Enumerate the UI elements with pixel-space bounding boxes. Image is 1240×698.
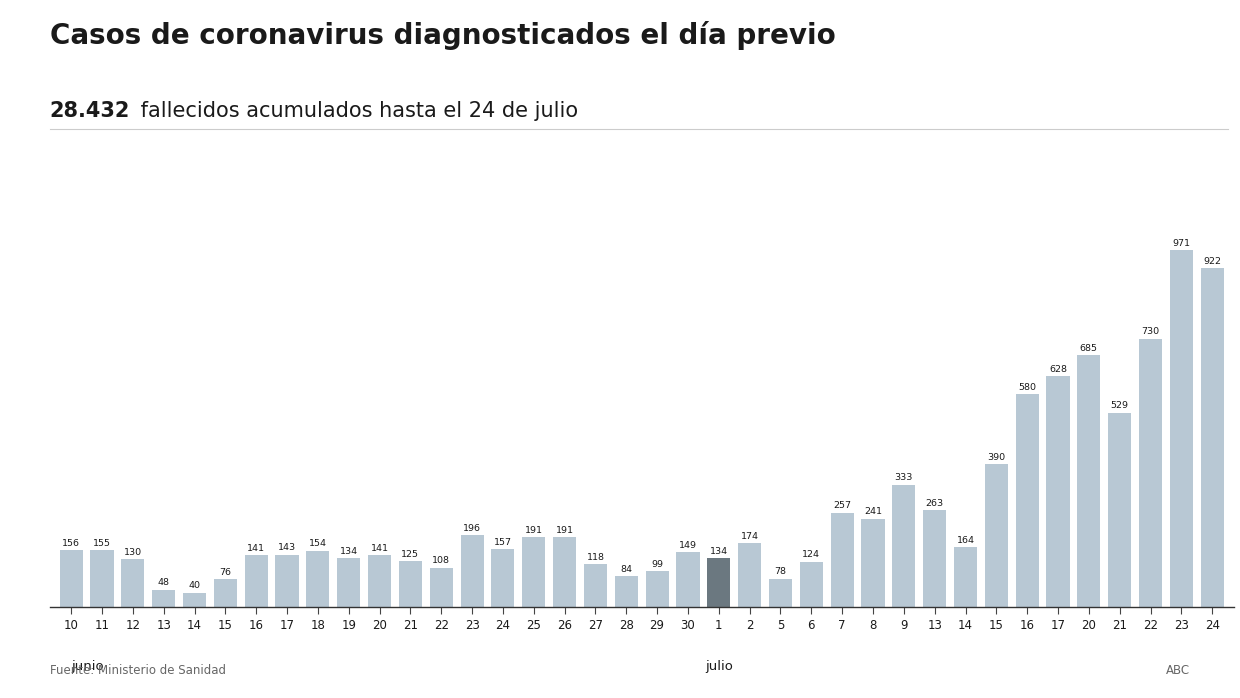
Bar: [800, 562, 823, 607]
Bar: [646, 571, 668, 607]
Bar: [831, 512, 853, 607]
Bar: [306, 551, 330, 607]
Bar: [491, 549, 515, 607]
Bar: [893, 484, 915, 607]
Text: 40: 40: [188, 581, 201, 591]
Text: 99: 99: [651, 560, 663, 569]
Bar: [213, 579, 237, 607]
Bar: [1047, 376, 1070, 607]
Text: 628: 628: [1049, 365, 1068, 374]
Text: julio: julio: [704, 660, 733, 673]
Text: 241: 241: [864, 507, 882, 517]
Text: 130: 130: [124, 548, 141, 557]
Bar: [399, 561, 422, 607]
Bar: [1109, 413, 1131, 607]
Text: 149: 149: [680, 541, 697, 550]
Bar: [553, 537, 577, 607]
Text: 191: 191: [556, 526, 574, 535]
Bar: [676, 552, 699, 607]
Text: 971: 971: [1172, 239, 1190, 248]
Text: 134: 134: [340, 547, 358, 556]
Text: 76: 76: [219, 568, 232, 577]
Bar: [584, 564, 608, 607]
Bar: [91, 550, 114, 607]
Bar: [954, 547, 977, 607]
Text: 118: 118: [587, 553, 604, 562]
Text: 174: 174: [740, 532, 759, 541]
Bar: [1016, 394, 1039, 607]
Text: 191: 191: [525, 526, 543, 535]
Bar: [460, 535, 484, 607]
Text: 257: 257: [833, 501, 851, 510]
Bar: [337, 558, 361, 607]
Text: 141: 141: [247, 544, 265, 553]
Text: 124: 124: [802, 551, 821, 559]
Text: junio: junio: [71, 660, 104, 673]
Bar: [1078, 355, 1100, 607]
Text: 685: 685: [1080, 344, 1097, 353]
Bar: [122, 559, 144, 607]
Text: 143: 143: [278, 544, 296, 552]
Bar: [769, 579, 792, 607]
Bar: [184, 593, 206, 607]
Text: 164: 164: [956, 535, 975, 544]
Text: Casos de coronavirus diagnosticados el día previo: Casos de coronavirus diagnosticados el d…: [50, 21, 836, 50]
Bar: [707, 558, 730, 607]
Text: 730: 730: [1142, 327, 1159, 336]
Text: 78: 78: [775, 567, 786, 577]
Bar: [1169, 250, 1193, 607]
Text: 922: 922: [1203, 257, 1221, 266]
Text: 134: 134: [709, 547, 728, 556]
Bar: [430, 567, 453, 607]
Text: 108: 108: [433, 556, 450, 565]
Bar: [153, 590, 175, 607]
Text: 141: 141: [371, 544, 388, 553]
Bar: [275, 555, 299, 607]
Bar: [368, 556, 391, 607]
Bar: [862, 519, 884, 607]
Text: 156: 156: [62, 539, 81, 548]
Bar: [522, 537, 546, 607]
Text: ABC: ABC: [1167, 664, 1190, 677]
Text: 48: 48: [157, 579, 170, 588]
Text: 154: 154: [309, 540, 327, 549]
Text: Fuente: Ministerio de Sanidad: Fuente: Ministerio de Sanidad: [50, 664, 226, 677]
Bar: [985, 463, 1008, 607]
Text: 157: 157: [494, 538, 512, 547]
Bar: [1200, 268, 1224, 607]
Bar: [244, 556, 268, 607]
Bar: [60, 550, 83, 607]
Text: 333: 333: [894, 473, 913, 482]
Text: 390: 390: [987, 452, 1006, 461]
Text: 196: 196: [463, 524, 481, 533]
Text: 84: 84: [620, 565, 632, 574]
Text: 529: 529: [1111, 401, 1128, 410]
Text: 263: 263: [925, 499, 944, 508]
Text: 580: 580: [1018, 383, 1037, 392]
Bar: [1140, 339, 1162, 607]
Text: 28.432: 28.432: [50, 101, 130, 121]
Bar: [923, 510, 946, 607]
Text: 155: 155: [93, 539, 112, 548]
Bar: [615, 577, 637, 607]
Bar: [738, 543, 761, 607]
Text: fallecidos acumulados hasta el 24 de julio: fallecidos acumulados hasta el 24 de jul…: [134, 101, 578, 121]
Text: 125: 125: [402, 550, 419, 559]
